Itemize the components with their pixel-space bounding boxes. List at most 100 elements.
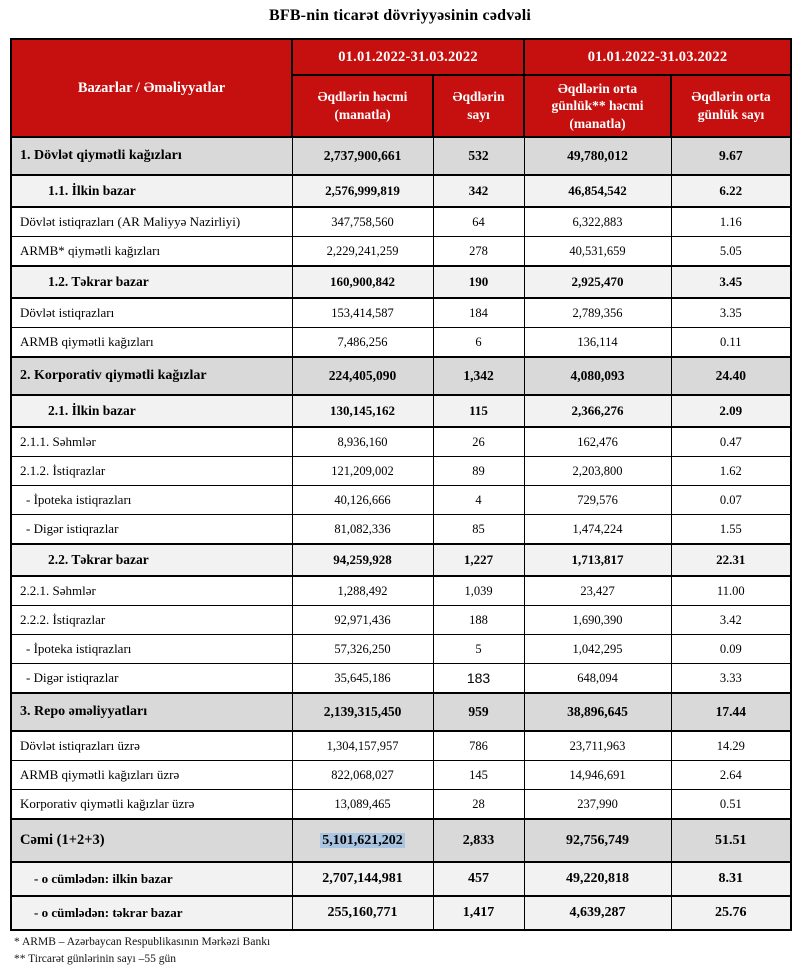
- row-label: Dövlət istiqrazları: [10, 297, 293, 328]
- cell-value: 183: [432, 663, 525, 694]
- table-row: - o cümlədən: təkrar bazar 255,160,771 1,4…: [10, 895, 792, 931]
- highlighted-value: 5,101,621,202: [320, 832, 405, 848]
- row-label: 2. Korporativ qiymətli kağızlar: [10, 356, 293, 396]
- cell-value: 457: [432, 861, 525, 897]
- cell-value: 4,080,093: [523, 356, 672, 396]
- cell-value: 2.09: [670, 394, 792, 428]
- column-header-deal-volume: Əqdlərin həcmi (manatla): [291, 74, 434, 138]
- cell-value: 342: [432, 174, 525, 208]
- trade-turnover-table: Bazarlar / Əməliyyatlar 01.01.2022-31.03…: [10, 38, 792, 931]
- footnote-trading-days: ** Tircarət günlərinin sayı –55 gün: [14, 952, 176, 965]
- table-row: - İpoteka istiqrazları 40,126,666 4 729,576…: [10, 485, 792, 515]
- cell-value: 278: [432, 236, 525, 267]
- cell-value: 2,833: [432, 818, 525, 863]
- cell-value: 184: [432, 297, 525, 328]
- cell-value: 532: [432, 136, 525, 176]
- table-row: 2.1.1. Səhmlər 8,936,160 26 162,476 0.47: [10, 426, 792, 457]
- row-label: Dövlət istiqrazları (AR Maliyyə Nazirliy…: [10, 206, 293, 237]
- table-row: 2.1.2. İstiqrazlar 121,209,002 89 2,203,800…: [10, 456, 792, 486]
- table-header: Bazarlar / Əməliyyatlar 01.01.2022-31.03…: [10, 38, 792, 138]
- cell-value: 729,576: [523, 485, 672, 515]
- table-row: 3. Repo əməliyyatları 2,139,315,450 959 38,…: [10, 692, 792, 732]
- cell-value: 13,089,465: [291, 789, 434, 820]
- row-label: 3. Repo əməliyyatları: [10, 692, 293, 732]
- cell-value: 959: [432, 692, 525, 732]
- table-row: - Digər istiqrazlar 81,082,336 85 1,474,224…: [10, 514, 792, 545]
- cell-value: 0.09: [670, 634, 792, 664]
- header-row-periods: Bazarlar / Əməliyyatlar 01.01.2022-31.03…: [10, 38, 792, 138]
- cell-value: 2,203,800: [523, 456, 672, 486]
- row-label: Cəmi (1+2+3): [10, 818, 293, 863]
- cell-value: 3.35: [670, 297, 792, 328]
- cell-value: 1,227: [432, 543, 525, 577]
- cell-value: 190: [432, 265, 525, 299]
- cell-value: 81,082,336: [291, 514, 434, 545]
- cell-value: 224,405,090: [291, 356, 434, 396]
- footnote-armb: * ARMB – Azərbaycan Respublikasının Mərk…: [14, 936, 271, 948]
- cell-value: 786: [432, 730, 525, 761]
- row-label: - Digər istiqrazlar: [10, 514, 293, 545]
- cell-value: 7,486,256: [291, 327, 434, 358]
- cell-value: 1,304,157,957: [291, 730, 434, 761]
- cell-value: 2,366,276: [523, 394, 672, 428]
- cell-value: 6,322,883: [523, 206, 672, 237]
- row-label: - Digər istiqrazlar: [10, 663, 293, 694]
- cell-value: 3.45: [670, 265, 792, 299]
- row-label: - İpoteka istiqrazları: [10, 634, 293, 664]
- cell-value: 6.22: [670, 174, 792, 208]
- cell-value: 8.31: [670, 861, 792, 897]
- cell-value: 1,690,390: [523, 605, 672, 635]
- cell-value: 3.42: [670, 605, 792, 635]
- row-label: 2.1.1. Səhmlər: [10, 426, 293, 457]
- row-label: 2.1.2. İstiqrazlar: [10, 456, 293, 486]
- row-label: 1. Dövlət qiymətli kağızları: [10, 136, 293, 176]
- cell-value: 0.51: [670, 789, 792, 820]
- cell-value: 115: [432, 394, 525, 428]
- cell-value: 57,326,250: [291, 634, 434, 664]
- cell-value: 0.47: [670, 426, 792, 457]
- cell-value: 11.00: [670, 575, 792, 606]
- cell-value: 1,042,295: [523, 634, 672, 664]
- cell-value: 38,896,645: [523, 692, 672, 732]
- cell-value: 1,474,224: [523, 514, 672, 545]
- cell-value: 23,427: [523, 575, 672, 606]
- cell-value: 92,756,749: [523, 818, 672, 863]
- table-row: 2. Korporativ qiymətli kağızlar 224,405,0…: [10, 356, 792, 396]
- cell-value: 23,711,963: [523, 730, 672, 761]
- cell-value: 49,220,818: [523, 861, 672, 897]
- cell-value: 1,039: [432, 575, 525, 606]
- cell-value: 130,145,162: [291, 394, 434, 428]
- cell-value: 94,259,928: [291, 543, 434, 577]
- table-row: 2.2. Təkrar bazar 94,259,928 1,227 1,713,81…: [10, 543, 792, 577]
- cell-value: 3.33: [670, 663, 792, 694]
- header-row-metrics: Əqdlərin həcmi (manatla) Əqdlərin sayı Ə…: [11, 74, 792, 138]
- cell-value: 2,737,900,661: [291, 136, 434, 176]
- cell-value: 2,139,315,450: [291, 692, 434, 732]
- table-row: Dövlət istiqrazları üzrə 1,304,157,957 786…: [10, 730, 792, 761]
- cell-value: 188: [432, 605, 525, 635]
- column-header-avg-daily-count: Əqdlərin orta günlük sayı: [670, 74, 792, 138]
- cell-value: 5: [432, 634, 525, 664]
- cell-value: 153,414,587: [291, 297, 434, 328]
- cell-value: 255,160,771: [291, 895, 434, 931]
- table-row: 1.1. İlkin bazar 2,576,999,819 342 46,854,5…: [10, 174, 792, 208]
- cell-value: 2,707,144,981: [291, 861, 434, 897]
- table-row: 1.2. Təkrar bazar 160,900,842 190 2,925,470…: [10, 265, 792, 299]
- column-header-deal-count: Əqdlərin sayı: [432, 74, 525, 138]
- table-row: 1. Dövlət qiymətli kağızları 2,737,900,66…: [10, 136, 792, 176]
- row-label: 1.2. Təkrar bazar: [10, 265, 293, 299]
- table-row: Dövlət istiqrazları 153,414,587 184 2,789,3…: [10, 297, 792, 328]
- cell-value: 28: [432, 789, 525, 820]
- cell-value: 92,971,436: [291, 605, 434, 635]
- cell-value: 1.62: [670, 456, 792, 486]
- cell-value: 9.67: [670, 136, 792, 176]
- table-row: 2.2.2. İstiqrazlar 92,971,436 188 1,690,390…: [10, 605, 792, 635]
- cell-value: 25.76: [670, 895, 792, 931]
- cell-value: 1.55: [670, 514, 792, 545]
- cell-value: 136,114: [523, 327, 672, 358]
- cell-value: 1,342: [432, 356, 525, 396]
- cell-value: 1,288,492: [291, 575, 434, 606]
- row-label: - o cümlədən: ilkin bazar: [10, 861, 293, 897]
- cell-value: 347,758,560: [291, 206, 434, 237]
- cell-value: 51.51: [670, 818, 792, 863]
